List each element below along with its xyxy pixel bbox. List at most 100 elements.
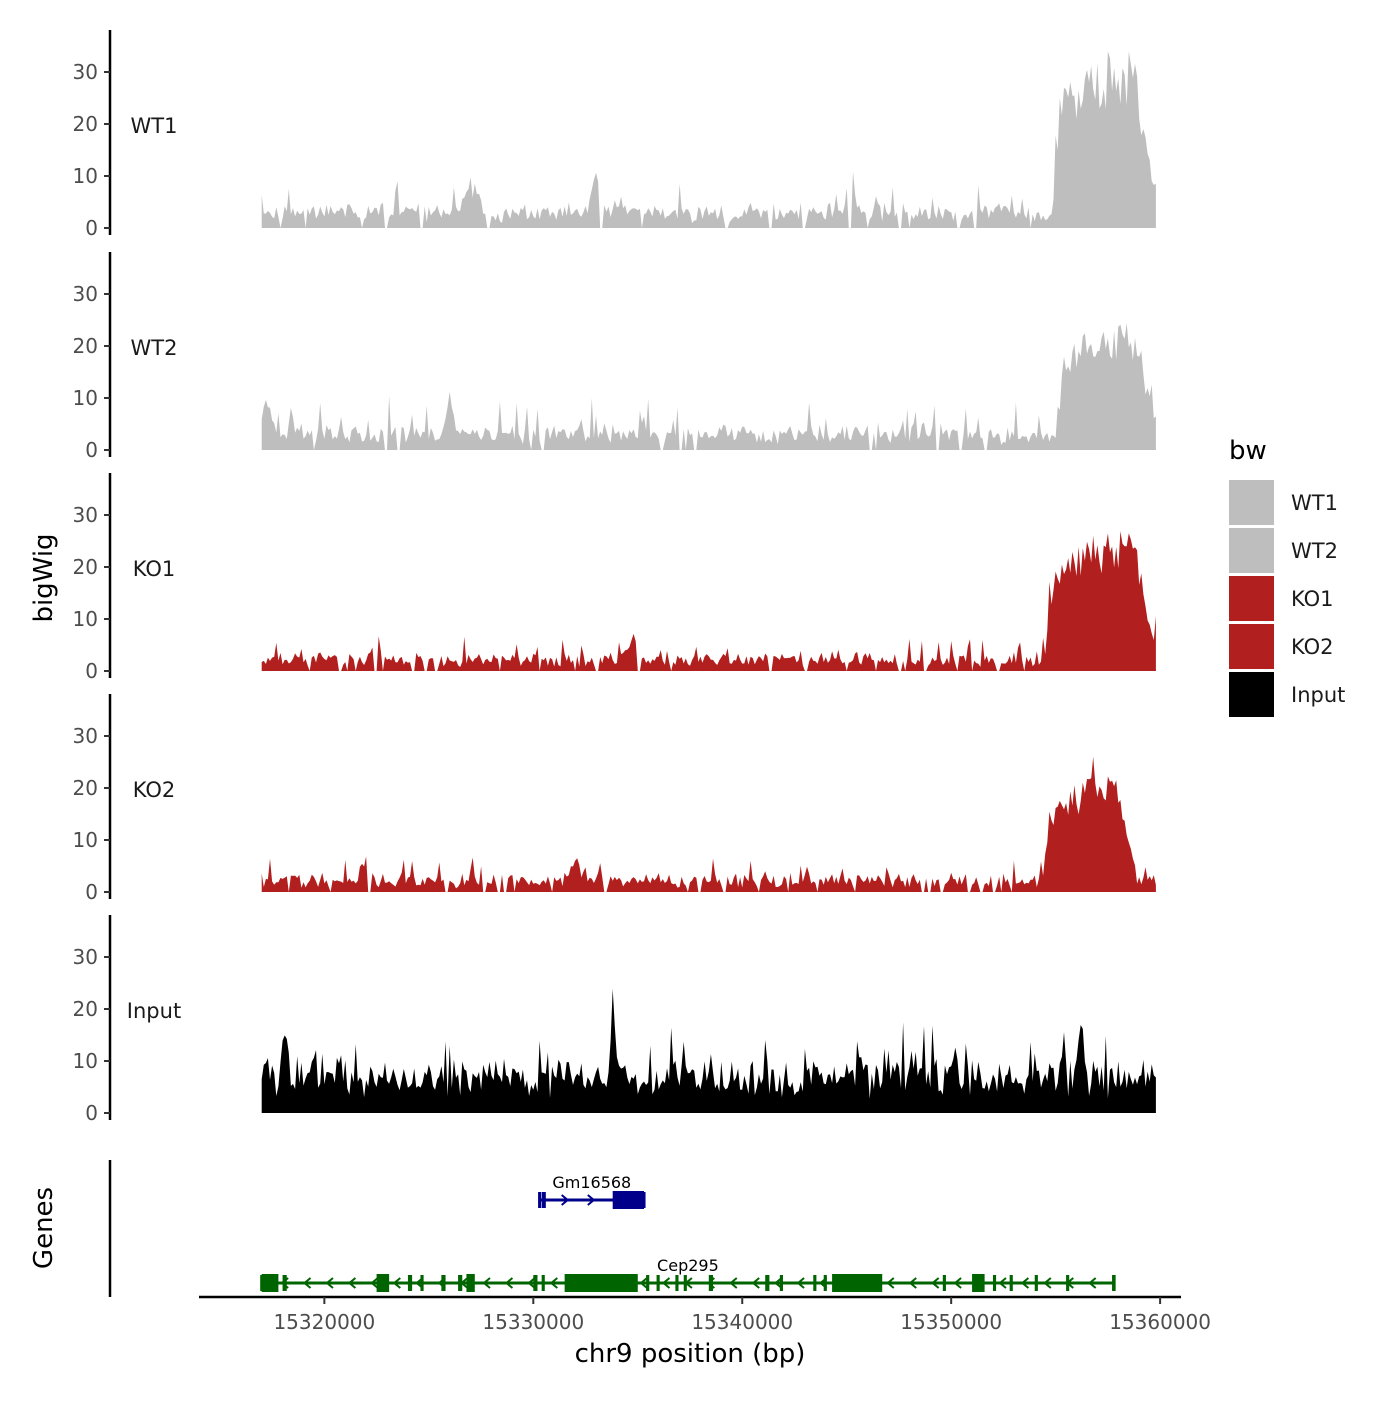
gene-annotation-panel: Gm16568 Cep295	[108, 1160, 1116, 1297]
strand-arrow	[998, 1277, 1007, 1289]
y-tick-label: 0	[85, 216, 98, 240]
track-label: WT1	[131, 114, 178, 138]
strand-arrow	[729, 1277, 738, 1289]
gene-exon	[656, 1275, 660, 1291]
strand-arrow	[325, 1277, 334, 1289]
y-tick-label: 10	[73, 607, 98, 631]
strand-arrow	[661, 1277, 671, 1289]
gene-exon	[708, 1275, 713, 1291]
x-tick-label: 15360000	[1109, 1310, 1211, 1334]
gene-exon	[813, 1275, 817, 1291]
legend-swatch	[1229, 528, 1274, 573]
gene-exon	[779, 1275, 783, 1291]
y-tick-label: 20	[73, 334, 98, 358]
gene-exon	[823, 1275, 827, 1291]
strand-arrow	[639, 1277, 648, 1289]
gene-exon	[282, 1275, 287, 1291]
track-ko2: 0 10 20 30 KO2	[73, 694, 1156, 904]
coverage-area	[261, 531, 1156, 671]
y-tick-label: 10	[73, 386, 98, 410]
track-ko1: 0 10 20 30 KO1	[73, 473, 1156, 683]
x-tick-label: 15330000	[482, 1310, 584, 1334]
strand-arrow	[796, 1277, 805, 1289]
legend-label: KO2	[1291, 635, 1334, 659]
coverage-area	[261, 988, 1156, 1113]
y-tick-label: 0	[85, 659, 98, 683]
gene-exon	[564, 1274, 638, 1292]
gene-exon	[541, 1192, 546, 1208]
gene-exon	[407, 1275, 413, 1291]
x-tick-label: 15320000	[273, 1310, 375, 1334]
strand-arrow	[302, 1277, 312, 1289]
strand-arrow	[561, 1194, 570, 1206]
coverage-area	[261, 756, 1156, 892]
x-axis: 15320000 15330000 15340000 15350000 15360000	[199, 1295, 1211, 1334]
x-tick-label: 15350000	[900, 1310, 1002, 1334]
genes-axis-title: Genes	[29, 1187, 59, 1269]
gene-exon	[942, 1275, 946, 1291]
gene-exon	[1034, 1275, 1038, 1291]
strand-arrow	[527, 1277, 536, 1289]
signal-tracks: 0 10 20 30 WT1 0 10 20 30 WT2 0 10 20 30 KO1 0 10 20 30 KO2…	[73, 30, 1156, 1125]
strand-arrow	[1088, 1277, 1097, 1289]
strand-arrow	[931, 1277, 940, 1289]
y-tick-label: 10	[73, 1049, 98, 1073]
track-input: 0 10 20 30 Input	[73, 915, 1156, 1125]
gene-name-label: Gm16568	[552, 1173, 631, 1192]
legend-label: WT1	[1291, 491, 1338, 515]
gene-exon	[646, 1275, 650, 1291]
legend-item-wt2: WT2	[1229, 528, 1338, 573]
strand-arrow	[370, 1277, 379, 1289]
legend-label: KO1	[1291, 587, 1334, 611]
legend-swatch	[1229, 624, 1274, 669]
gene-exon	[992, 1275, 997, 1291]
strand-arrow	[482, 1277, 491, 1289]
legend-item-ko1: KO1	[1229, 576, 1334, 621]
legend-item-ko2: KO2	[1229, 624, 1334, 669]
legend-item-wt1: WT1	[1229, 480, 1338, 525]
y-tick-label: 20	[73, 997, 98, 1021]
gene-name-label: Cep295	[657, 1256, 719, 1275]
gene-exon	[1066, 1275, 1070, 1291]
gene-exon	[420, 1275, 424, 1291]
strand-arrow	[504, 1277, 514, 1289]
legend-swatch	[1229, 576, 1274, 621]
gene-exon	[683, 1275, 687, 1291]
legend: bw WT1 WT2 KO1 KO2 Input	[1229, 436, 1345, 717]
y-tick-label: 20	[73, 555, 98, 579]
track-label: WT2	[131, 336, 178, 360]
legend-item-input: Input	[1229, 672, 1345, 717]
y-tick-label: 30	[73, 282, 98, 306]
legend-label: Input	[1291, 683, 1345, 707]
strand-arrow	[392, 1277, 401, 1289]
gene-exon	[765, 1275, 770, 1291]
gene-exon	[1009, 1275, 1013, 1291]
gene-exon	[376, 1274, 390, 1292]
track-label: KO2	[133, 778, 176, 802]
y-tick-label: 30	[73, 945, 98, 969]
y-tick-label: 30	[73, 503, 98, 527]
strand-arrow	[549, 1277, 558, 1289]
gene-exon	[1112, 1275, 1116, 1291]
gene-exon	[466, 1274, 475, 1292]
legend-swatch	[1229, 480, 1274, 525]
gene-exon	[261, 1274, 279, 1292]
track-label: KO1	[133, 557, 176, 581]
x-axis-title: chr9 position (bp)	[575, 1339, 806, 1369]
gene-exon	[458, 1275, 463, 1291]
gene-cep295: Cep295	[260, 1256, 1116, 1292]
y-axis-title: bigWig	[29, 533, 59, 622]
gene-exon	[675, 1275, 679, 1291]
gene-exon	[832, 1274, 883, 1292]
strand-arrow	[751, 1277, 760, 1289]
strand-arrow	[587, 1194, 596, 1206]
y-tick-label: 10	[73, 828, 98, 852]
strand-arrow	[908, 1277, 917, 1289]
y-tick-label: 30	[73, 724, 98, 748]
strand-arrow	[347, 1277, 357, 1289]
gene-gm16568: Gm16568	[538, 1173, 646, 1209]
strand-arrow	[886, 1277, 895, 1289]
